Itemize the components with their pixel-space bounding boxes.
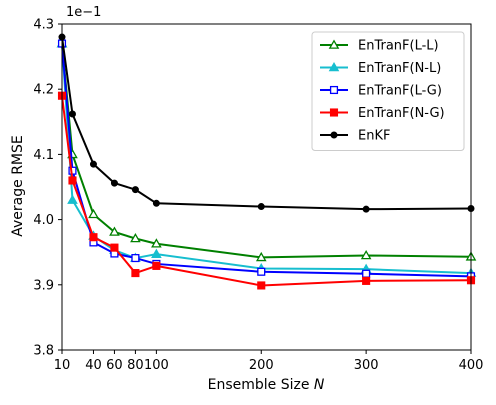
y-tick-label: 3.9	[33, 278, 54, 293]
legend-marker	[328, 61, 340, 72]
data-point	[362, 269, 371, 278]
series-3	[57, 91, 476, 290]
data-point	[88, 208, 99, 219]
legend-item: EnTranF(L-G)	[320, 84, 442, 99]
legend-item: EnKF	[320, 129, 390, 144]
legend-marker	[330, 131, 338, 139]
axes-frame	[61, 23, 472, 351]
y-tick-label: 3.8	[33, 344, 54, 359]
legend-marker	[329, 108, 339, 117]
legend-item: EnTranF(N-G)	[320, 106, 445, 121]
plot-area	[56, 33, 477, 290]
x-tick-label: 400	[459, 358, 484, 373]
data-point	[131, 269, 140, 278]
data-point	[257, 203, 265, 211]
x-axis-label-variable: N	[314, 377, 325, 393]
x-tick-label: 300	[354, 358, 379, 373]
data-point	[152, 199, 160, 207]
data-point	[130, 232, 141, 243]
legend-label: EnTranF(N-L)	[358, 61, 441, 76]
data-point	[151, 238, 162, 248]
y-tick-label: 4.0	[33, 213, 54, 228]
legend-box	[311, 31, 465, 151]
data-point	[89, 233, 98, 242]
legend-label: EnKF	[358, 129, 390, 144]
data-point	[131, 254, 140, 263]
data-point	[257, 281, 266, 290]
data-point	[362, 276, 371, 285]
data-point	[152, 261, 161, 270]
axis-scale-note: 1e−1	[66, 5, 101, 20]
data-point	[67, 194, 78, 204]
legend-marker	[328, 39, 340, 49]
y-axis-label: Average RMSE	[10, 135, 26, 236]
data-point	[255, 251, 267, 262]
series-4	[58, 33, 475, 213]
y-tick-label: 4.1	[33, 148, 54, 163]
y-tick-label: 4.2	[33, 83, 54, 98]
legend-item: EnTranF(N-L)	[320, 61, 441, 76]
x-tick-label: 60	[106, 358, 123, 373]
y-tick-label: 4.3	[33, 18, 54, 33]
x-axis-label: Ensemble Size N	[208, 377, 325, 393]
data-point	[131, 186, 139, 194]
series-0	[56, 38, 477, 262]
data-point	[89, 160, 97, 168]
x-tick-label: 10	[54, 358, 71, 373]
legend-label: EnTranF(N-G)	[358, 106, 445, 121]
data-point	[110, 179, 118, 187]
data-point	[68, 110, 76, 118]
data-point	[360, 249, 372, 260]
data-point	[68, 176, 77, 185]
data-point	[109, 226, 120, 236]
legend: EnTranF(L-L) EnTranF(N-L) EnTranF(L-G) EnTr…	[311, 31, 465, 151]
x-tick-label: 100	[144, 358, 169, 373]
x-tick-label: 200	[249, 358, 274, 373]
x-axis-label-text: Ensemble Size	[208, 377, 314, 393]
data-point	[257, 267, 266, 276]
x-tick-label: 40	[85, 358, 102, 373]
data-point	[362, 205, 370, 213]
legend-marker	[329, 85, 339, 95]
axes: 3.8 3.9 4.0 4.1 4.2 4.3 10 40 60 80 100 200 300 400	[33, 18, 483, 374]
legend-item: EnTranF(L-L)	[320, 39, 439, 54]
data-point	[151, 248, 162, 258]
x-tick-label: 80	[127, 358, 144, 373]
legend-label: EnTranF(L-G)	[358, 84, 442, 99]
data-point	[110, 243, 119, 252]
legend-label: EnTranF(L-L)	[358, 39, 439, 54]
